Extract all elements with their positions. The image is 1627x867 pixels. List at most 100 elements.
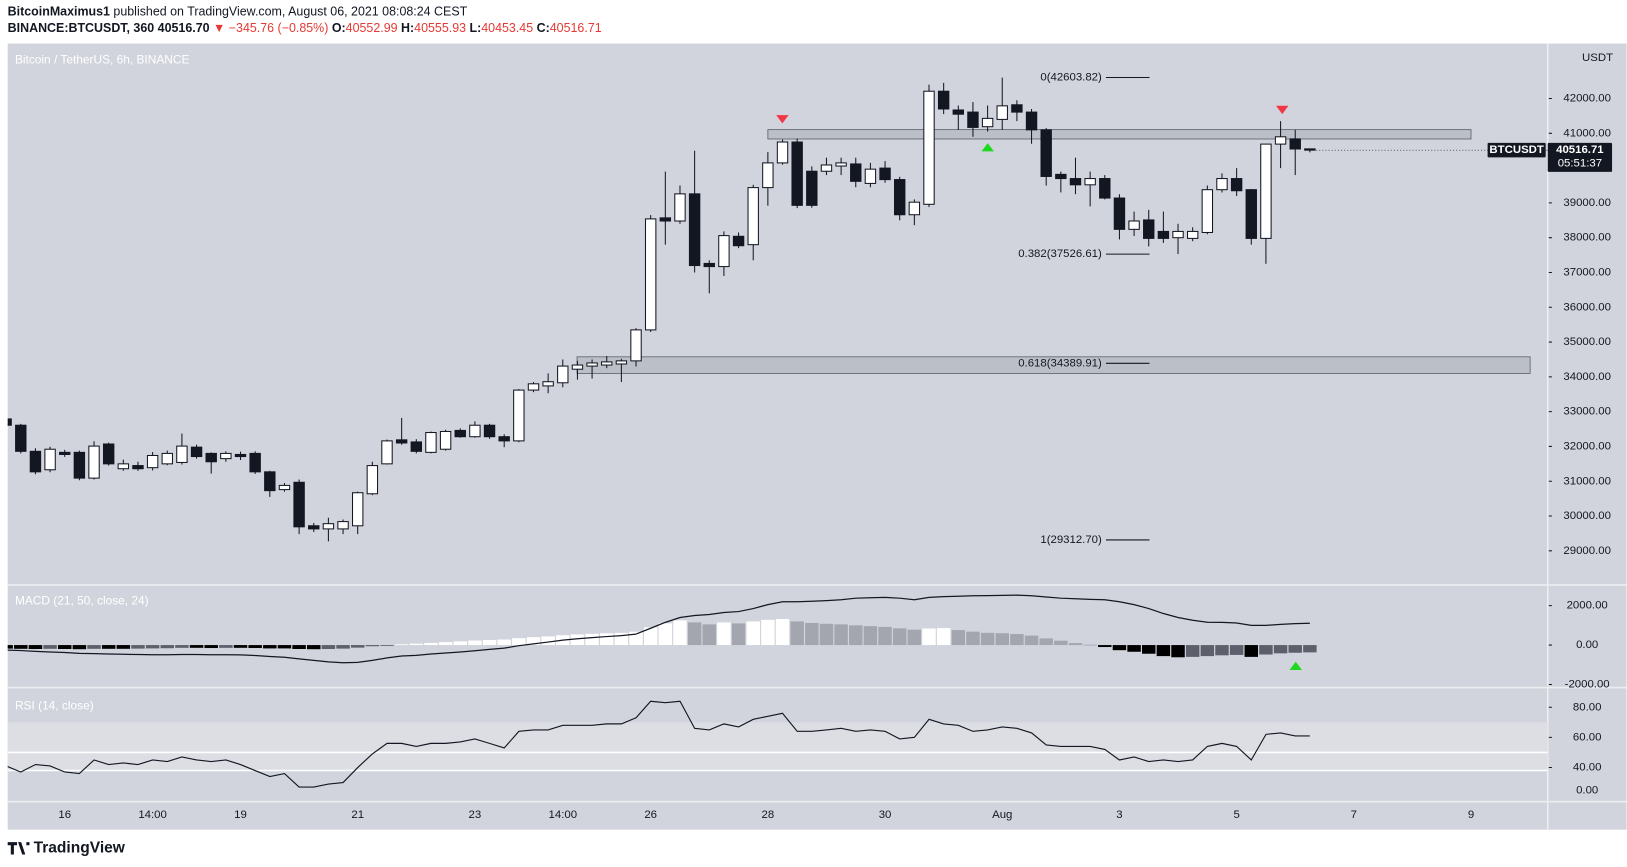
candle-body [996, 105, 1008, 120]
macd-histogram-bar [497, 639, 511, 646]
macd-histogram-bar [14, 645, 28, 649]
macd-histogram-bar [365, 645, 380, 647]
candle-body [322, 523, 335, 530]
macd-pane-title: MACD (21, 50, close, 24) [15, 594, 149, 608]
candle-body [1172, 230, 1184, 239]
macd-histogram-bar [541, 636, 555, 646]
candle-body [190, 446, 203, 458]
candle-body [425, 432, 437, 453]
macd-histogram-bar [175, 645, 189, 648]
macd-histogram-bar [438, 642, 453, 646]
x-tick-label: 14:00 [138, 809, 167, 821]
x-tick-label: 5 [1233, 809, 1239, 821]
candle-body [469, 424, 481, 438]
candle-body [395, 439, 408, 444]
macd-histogram-bar [145, 645, 160, 649]
candle-body [498, 436, 510, 442]
macd-histogram-bar [321, 645, 336, 650]
candle-body [586, 362, 598, 367]
y-tick-label: 0.00 [1576, 639, 1598, 651]
macd-histogram-bar [1185, 645, 1200, 657]
x-tick-label: 23 [469, 809, 482, 821]
candle-body [15, 424, 27, 452]
candle-body [1011, 104, 1023, 113]
macd-histogram-bar [819, 623, 834, 646]
price-zone [767, 129, 1472, 140]
candle-body [351, 492, 364, 527]
macd-histogram-bar [350, 645, 365, 648]
macd-histogram-bar [761, 619, 775, 646]
candle-body [102, 443, 115, 465]
fib-label: 0(42603.82) [1040, 72, 1102, 84]
candle-body [981, 117, 994, 128]
macd-histogram-bar [277, 645, 292, 649]
macd-histogram-bar [160, 645, 175, 649]
macd-histogram-bar [1171, 645, 1185, 658]
macd-histogram-bar [248, 645, 262, 649]
candle-body [952, 109, 965, 115]
macd-histogram-bar [292, 645, 306, 650]
macd-histogram-bar [87, 645, 101, 649]
macd-histogram-bar [775, 619, 790, 646]
candle-body [1099, 178, 1111, 199]
macd-histogram-bar [307, 645, 321, 650]
macd-histogram-bar [7, 645, 13, 649]
ohlc-value: 40555.93 [414, 21, 466, 35]
macd-histogram-bar [1288, 645, 1302, 653]
candle-body [703, 262, 715, 268]
macd-histogram-bar [526, 637, 541, 646]
candle-body [1201, 189, 1214, 233]
candle-body [923, 90, 935, 205]
y-tick-label: 31000.00 [1563, 475, 1611, 487]
price-axis: 29000.00 30000.00 31000.00 32000.00 33000.00… [1548, 93, 1611, 774]
candle-body [410, 441, 423, 452]
macd-histogram-bar [57, 645, 72, 650]
x-tick-label: 28 [762, 809, 775, 821]
price-badge [1547, 142, 1613, 172]
candle-body [1069, 178, 1082, 186]
last: 40516.70 [158, 21, 210, 35]
candle-body [557, 365, 569, 384]
logo-text: TradingView [34, 839, 126, 856]
candle-body [381, 440, 393, 465]
candle-body [615, 360, 628, 365]
ohlc-key: C: [537, 21, 550, 35]
candle-body [1040, 129, 1052, 177]
macd-histogram-bar [878, 626, 892, 646]
buy-signal-arrow [1289, 661, 1302, 670]
candle-body [176, 445, 188, 463]
y-tick-label: 37000.00 [1563, 267, 1611, 279]
candle-body [1260, 143, 1272, 239]
macd-histogram-bar [599, 633, 614, 646]
macd-histogram-bar [1303, 645, 1317, 653]
rsi-band [7, 722, 1548, 771]
price-badge-text: 40516.71 [1556, 144, 1604, 156]
candle-body [205, 452, 217, 463]
change: ▼ −345.76 (−0.85%) [213, 21, 328, 35]
macd-histogram-bar [101, 645, 116, 649]
y-tick-label: 41000.00 [1563, 127, 1611, 139]
macd-histogram-bar [658, 623, 673, 646]
candle-body [132, 465, 144, 470]
candle-body [1289, 138, 1301, 150]
macd-histogram-bar [687, 622, 702, 646]
candle-body [571, 364, 584, 370]
candle-body [659, 217, 672, 222]
candle-body [967, 111, 979, 128]
candle-body [366, 465, 379, 495]
macd-histogram-bar [790, 621, 804, 646]
rsi-pane-title: RSI (14, close) [15, 698, 94, 712]
candle-body [1025, 111, 1038, 131]
candle-body [293, 481, 305, 528]
y-tick-label: 32000.00 [1563, 440, 1611, 452]
macd-histogram-bar [453, 641, 467, 646]
candle-body [88, 445, 100, 479]
macd-histogram-bar [1259, 645, 1273, 655]
macd-histogram-bar [219, 645, 233, 648]
candle-body [59, 451, 71, 455]
y-tick-label: 40.00 [1573, 762, 1602, 774]
candle-body [806, 170, 818, 206]
macd-histogram-bar [380, 645, 394, 646]
candle-body [337, 521, 349, 530]
